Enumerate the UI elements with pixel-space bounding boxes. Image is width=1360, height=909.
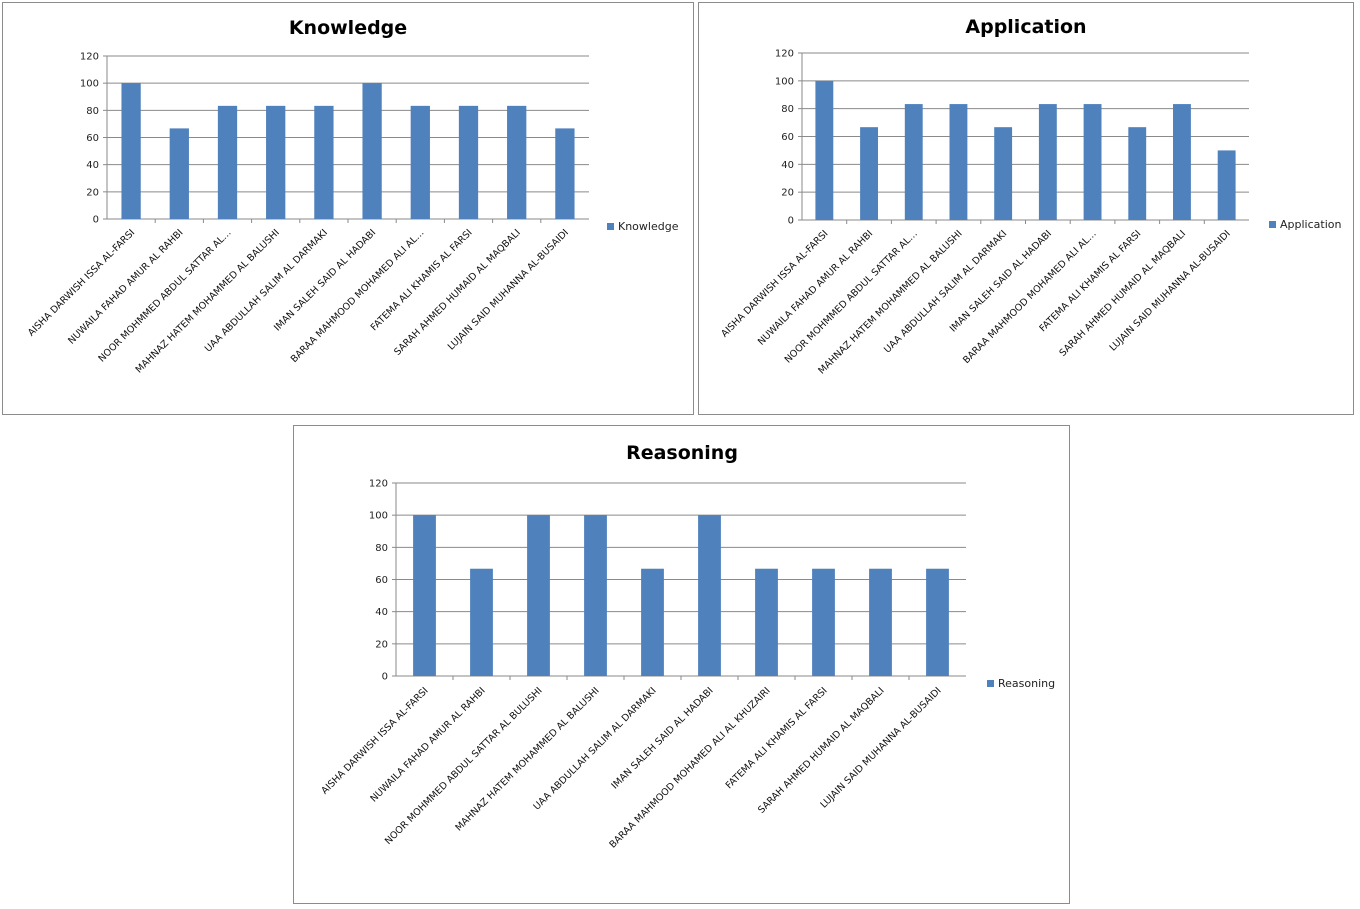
bar [815,80,834,220]
bar [314,105,334,219]
bar [1038,104,1057,220]
bar [555,128,575,219]
bar [413,515,436,676]
category-label: NUWAILA FAHAD AMUR AL RAHBI [368,685,487,804]
bar [904,104,923,220]
bar [121,83,141,220]
legend-label: Application [1280,218,1341,231]
y-tick-label: 40 [781,160,794,171]
bar [860,127,878,220]
y-tick-label: 40 [86,160,99,171]
bar [266,105,286,219]
bar [1083,104,1102,220]
bar [869,568,892,676]
bar [458,105,479,219]
bar [507,105,527,219]
bar [698,515,721,676]
category-label: UAA ABDULLAH SALIM AL DARMAKI [531,685,658,812]
category-label: SARAH AHMED HUMAID AL MAQBALI [756,685,887,816]
chart-title: Reasoning [626,442,738,464]
y-tick-label: 60 [781,132,794,143]
y-tick-label: 0 [788,216,794,227]
y-tick-label: 100 [369,511,388,522]
category-label: FATEMA ALI KHAMIS AL FARSI [724,685,830,791]
y-tick-label: 80 [375,543,388,554]
category-label: IMAN SALEH SAID AL HADABI [272,227,378,333]
y-tick-label: 40 [375,607,388,618]
knowledge-chart: Knowledge 0 20 40 60 80 100 120 AISHA DARWISH I… [2,2,694,415]
knowledge-chart-svg: Knowledge 0 20 40 60 80 100 120 AISHA DARWISH I… [26,17,679,376]
bar [949,104,968,220]
y-tick-label: 80 [86,106,99,117]
y-tick-label: 0 [382,672,388,683]
bar [470,568,493,676]
y-tick-label: 120 [80,52,99,63]
y-tick-label: 60 [375,575,388,586]
bar [410,105,430,219]
y-tick-label: 120 [369,479,388,490]
y-tick-label: 20 [375,639,388,650]
bar [1173,104,1191,220]
category-label: LUJAIN SAID MUHANNA AL-BUSAIDI [818,685,943,810]
bar [584,515,607,676]
chart-title: Knowledge [289,17,407,39]
y-tick-label: 100 [80,79,99,90]
legend-label: Knowledge [618,220,679,233]
bar [755,568,778,676]
bar [994,127,1013,220]
category-label: IMAN SALEH SAID AL HADABI [610,685,716,791]
bar [926,568,949,676]
category-label: AISHA DARWISH ISSA AL-FARSI [319,685,430,796]
legend-swatch [1269,221,1276,228]
reasoning-chart: Reasoning 0 20 40 60 80 100 120 AISHA DARWISH I… [293,425,1070,904]
y-tick-label: 100 [775,76,794,87]
chart-title: Application [965,16,1086,38]
category-label: FATEMA ALI KHAMIS AL FARSI [369,227,475,333]
category-label: AISHA DARWISH ISSA AL-FARSI [26,227,137,338]
legend-swatch [987,680,994,687]
y-tick-label: 120 [775,49,794,60]
legend-label: Reasoning [998,677,1055,690]
y-tick-label: 60 [86,133,99,144]
bar [1217,150,1236,220]
legend-swatch [607,223,614,230]
bar [362,83,382,220]
y-tick-label: 80 [781,104,794,115]
bar [812,568,835,676]
reasoning-chart-svg: Reasoning 0 20 40 60 80 100 120 AISHA DARWISH I… [319,442,1055,850]
bar [641,568,664,676]
y-tick-label: 0 [93,215,99,226]
y-tick-label: 20 [781,188,794,199]
bar [217,105,238,219]
bar [169,128,189,219]
bar [527,515,550,676]
application-chart: Application 0 20 40 60 80 100 120 AISHA DARWISH… [698,2,1354,415]
y-tick-label: 20 [86,187,99,198]
bar [1128,127,1147,220]
